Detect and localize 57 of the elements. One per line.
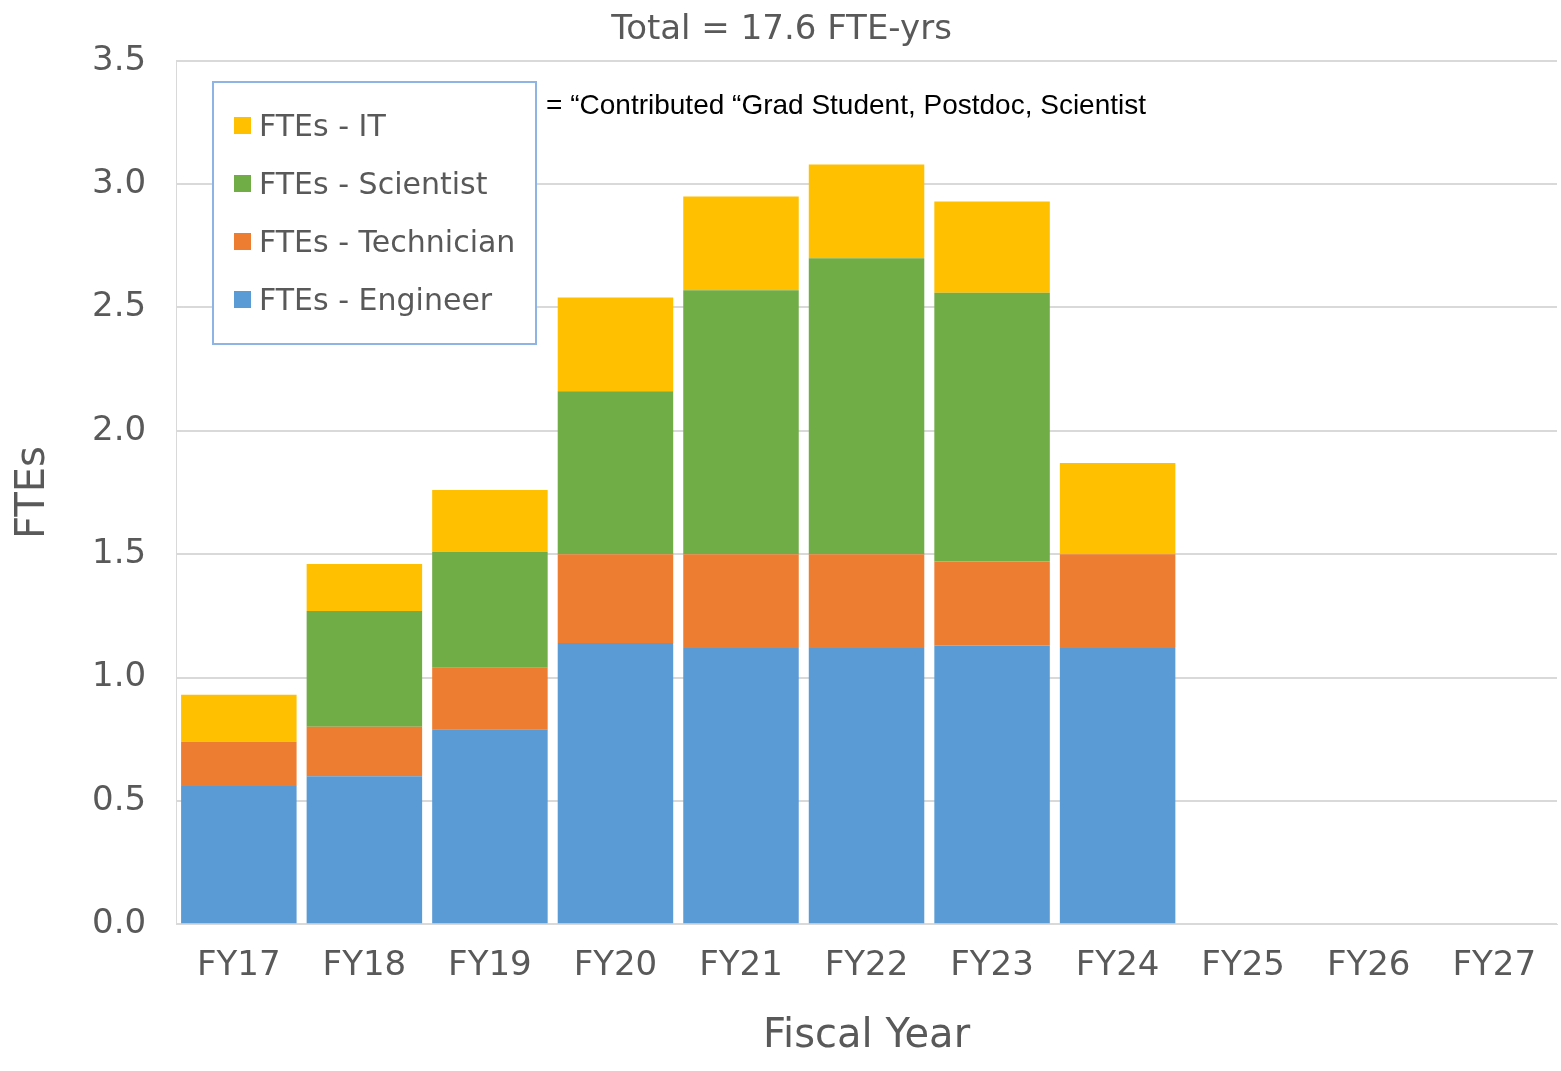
bar bbox=[1059, 462, 1176, 555]
legend-label: FTEs - Scientist bbox=[259, 166, 488, 202]
legend-label: FTEs - Engineer bbox=[259, 282, 493, 318]
bar bbox=[557, 391, 674, 555]
x-tick-label: FY27 bbox=[1452, 943, 1537, 984]
legend-label: FTEs - IT bbox=[259, 108, 386, 144]
x-tick-label: FY25 bbox=[1201, 943, 1285, 984]
bar bbox=[1059, 554, 1176, 648]
chart-title: Total = 17.6 FTE-yrs bbox=[610, 7, 952, 48]
bar bbox=[808, 647, 925, 924]
bar bbox=[181, 786, 297, 924]
bar bbox=[808, 258, 925, 555]
bar bbox=[934, 292, 1050, 562]
x-tick-label: FY26 bbox=[1326, 943, 1411, 984]
x-tick-label: FY23 bbox=[950, 943, 1034, 984]
y-tick-label: 1.0 bbox=[91, 654, 147, 695]
x-axis-title: Fiscal Year bbox=[763, 1010, 971, 1057]
bar bbox=[432, 667, 548, 730]
bar bbox=[934, 201, 1050, 293]
bar bbox=[181, 694, 297, 742]
y-tick-label: 2.0 bbox=[91, 407, 147, 448]
bar bbox=[557, 642, 674, 924]
annotation: = “Contributed “Grad Student, Postdoc, Scientist bbox=[546, 88, 1147, 120]
y-tick-label: 2.5 bbox=[91, 284, 147, 325]
y-axis-title: FTEs bbox=[7, 446, 54, 539]
y-tick-label: 0.5 bbox=[91, 777, 147, 818]
x-tick-label: FY22 bbox=[824, 943, 909, 984]
bar bbox=[306, 776, 423, 924]
bar bbox=[808, 164, 925, 259]
bar bbox=[181, 741, 297, 787]
bar bbox=[1059, 647, 1176, 924]
bar bbox=[306, 610, 423, 727]
y-tick-label: 3.5 bbox=[91, 37, 147, 78]
bar bbox=[934, 561, 1050, 646]
x-tick-label: FY24 bbox=[1075, 943, 1160, 984]
y-tick-label: 3.0 bbox=[91, 160, 147, 201]
bar bbox=[683, 196, 799, 291]
bar bbox=[683, 290, 799, 555]
bar bbox=[432, 551, 548, 668]
bar bbox=[557, 554, 674, 643]
legend-label: FTEs - Technician bbox=[259, 224, 516, 260]
bar bbox=[306, 564, 423, 611]
bar bbox=[808, 554, 925, 648]
bar bbox=[683, 647, 799, 924]
bar bbox=[557, 297, 674, 392]
x-tick-label: FY17 bbox=[197, 943, 281, 984]
y-tick-label: 0.0 bbox=[91, 901, 147, 942]
x-tick-label: FY18 bbox=[322, 943, 407, 984]
bar bbox=[934, 645, 1050, 924]
y-tick-label: 1.5 bbox=[91, 531, 147, 571]
bar bbox=[306, 726, 423, 777]
x-tick-label: FY20 bbox=[573, 943, 658, 984]
bar bbox=[432, 490, 548, 552]
bar bbox=[432, 729, 548, 924]
x-tick-label: FY19 bbox=[448, 943, 532, 984]
x-tick-label: FY21 bbox=[699, 943, 783, 984]
bar bbox=[683, 554, 799, 648]
